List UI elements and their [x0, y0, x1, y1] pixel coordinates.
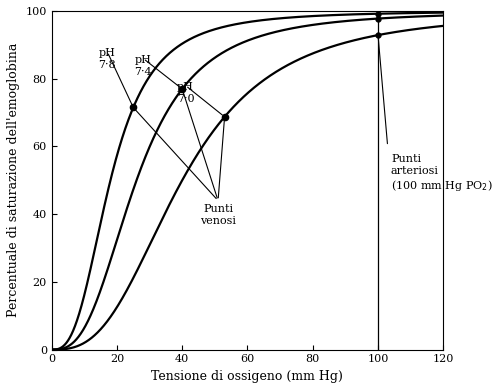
X-axis label: Tensione di ossigeno (mm Hg): Tensione di ossigeno (mm Hg): [152, 370, 344, 383]
Text: Punti
arteriosi
(100 mm Hg PO$_2$): Punti arteriosi (100 mm Hg PO$_2$): [391, 154, 492, 193]
Text: pH
7·4: pH 7·4: [134, 55, 152, 76]
Y-axis label: Percentuale di saturazione dell'emoglobina: Percentuale di saturazione dell'emoglobi…: [7, 43, 20, 317]
Text: Punti
venosi: Punti venosi: [200, 204, 236, 225]
Text: pH
7·8: pH 7·8: [98, 48, 116, 70]
Text: pH
7·0: pH 7·0: [176, 82, 194, 104]
